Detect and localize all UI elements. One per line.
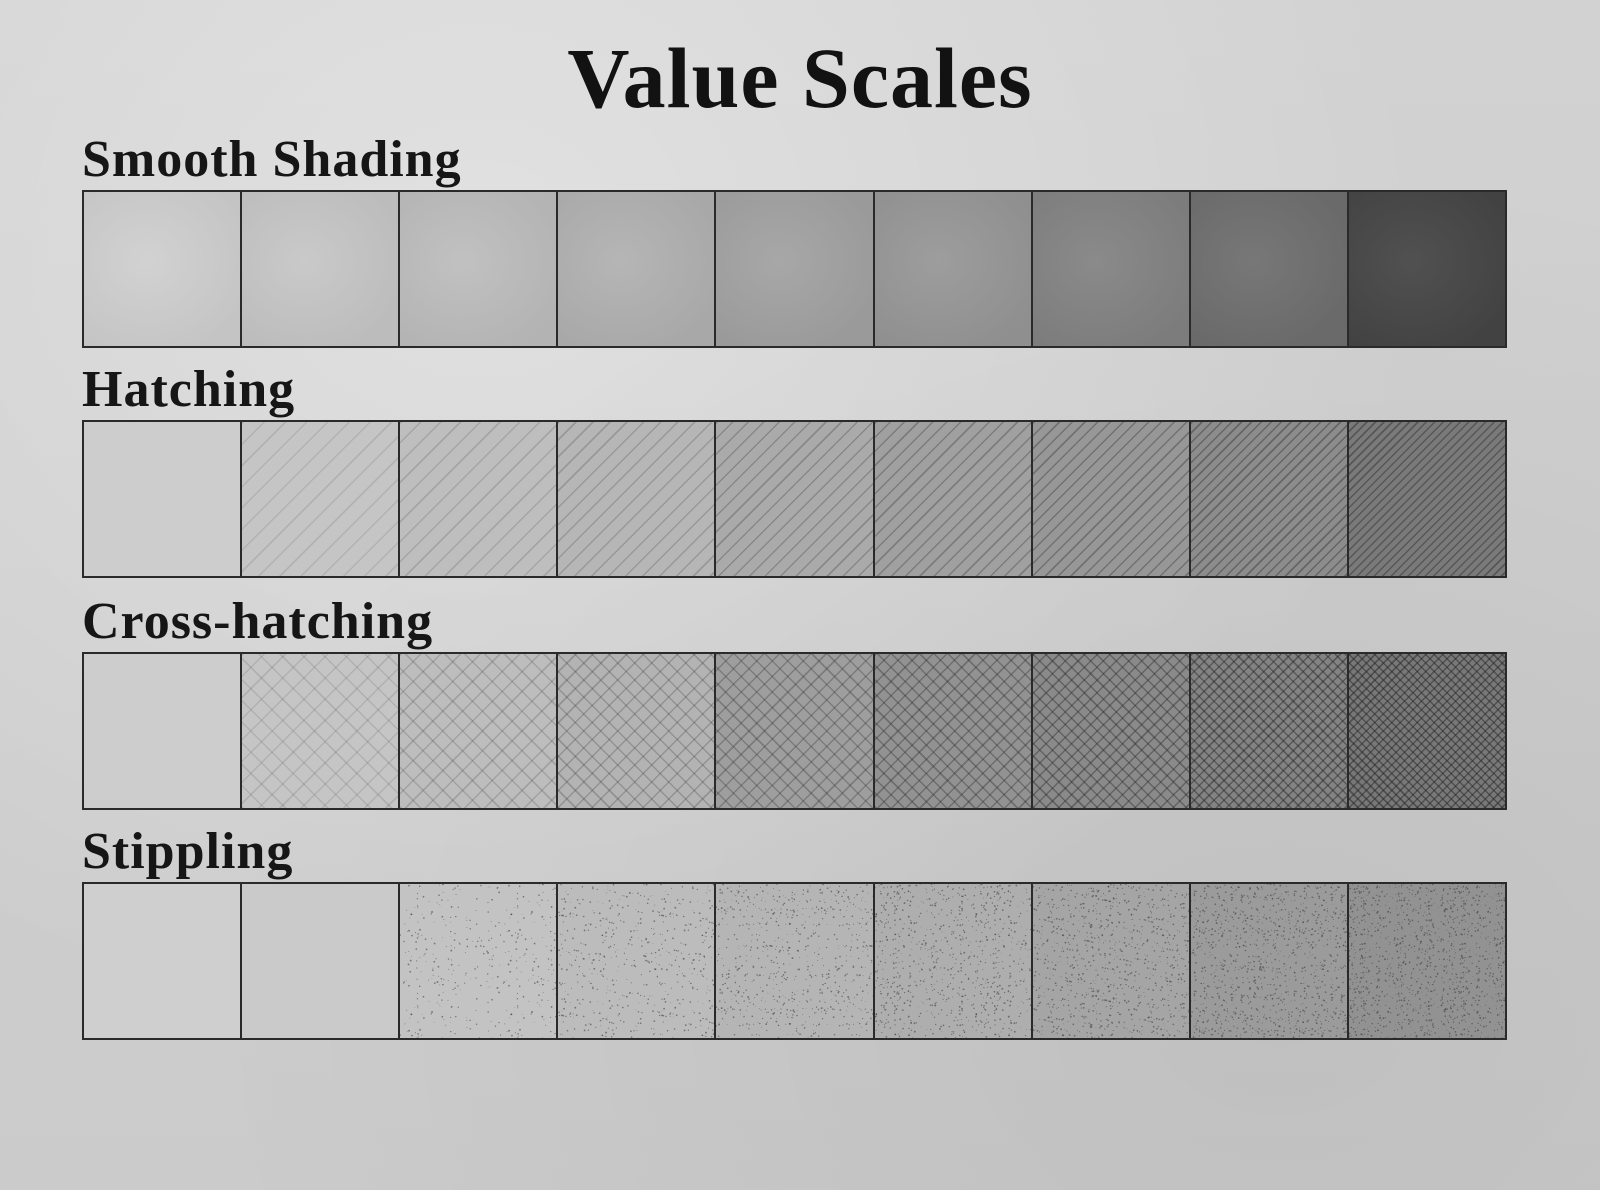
- value-cell: [1190, 654, 1349, 808]
- value-scale-row: [82, 190, 1507, 348]
- value-cell: [84, 654, 243, 808]
- value-cell: [242, 422, 401, 576]
- smooth-shading-section: Smooth Shading: [82, 130, 1507, 348]
- section-title: Hatching: [82, 361, 296, 418]
- value-cell: [1348, 422, 1505, 576]
- section-title: Stippling: [82, 823, 294, 880]
- value-cell: [558, 192, 717, 346]
- value-cell: [1032, 884, 1191, 1038]
- value-cell: [242, 884, 401, 1038]
- value-cell: [1190, 192, 1349, 346]
- value-cell: [874, 884, 1033, 1038]
- value-cell: [400, 192, 559, 346]
- value-cell: [716, 654, 875, 808]
- value-cell: [874, 192, 1033, 346]
- value-cell: [558, 884, 717, 1038]
- value-cell: [84, 884, 243, 1038]
- value-scale-row: [82, 882, 1507, 1040]
- value-cell: [84, 192, 243, 346]
- value-cell: [1032, 422, 1191, 576]
- value-cell: [558, 422, 717, 576]
- cross-hatching-section: Cross-hatching: [82, 592, 1507, 810]
- value-cell: [874, 654, 1033, 808]
- value-scale-row: [82, 420, 1507, 578]
- value-cell: [716, 422, 875, 576]
- value-cell: [1190, 422, 1349, 576]
- value-cell: [874, 422, 1033, 576]
- value-cell: [558, 654, 717, 808]
- value-cell: [242, 654, 401, 808]
- value-cell: [84, 422, 243, 576]
- value-cell: [242, 192, 401, 346]
- value-cell: [1032, 192, 1191, 346]
- value-cell: [1348, 654, 1505, 808]
- value-cell: [400, 884, 559, 1038]
- value-cell: [1348, 884, 1505, 1038]
- section-title: Smooth Shading: [82, 131, 462, 188]
- value-scale-row: [82, 652, 1507, 810]
- page-title: Value Scales: [567, 30, 1033, 126]
- value-cell: [400, 422, 559, 576]
- value-cell: [400, 654, 559, 808]
- value-cell: [1190, 884, 1349, 1038]
- value-cell: [716, 884, 875, 1038]
- value-cell: [716, 192, 875, 346]
- value-cell: [1032, 654, 1191, 808]
- section-title: Cross-hatching: [82, 593, 434, 650]
- hatching-section: Hatching: [82, 360, 1507, 578]
- stippling-section: Stippling: [82, 822, 1507, 1040]
- value-cell: [1348, 192, 1505, 346]
